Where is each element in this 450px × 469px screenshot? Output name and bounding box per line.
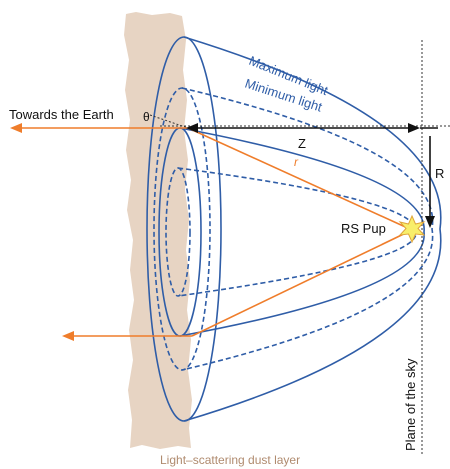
- angle-ray-dotted: [149, 114, 189, 129]
- z-arrow-head-right: [408, 123, 420, 133]
- scatter-ray-lower: [191, 229, 413, 337]
- towards-earth-label: Towards the Earth: [9, 107, 114, 122]
- earth-ray-bottom-arrowhead: [62, 331, 74, 341]
- star-icon: [398, 214, 426, 244]
- max-light-inner-paraboloid: [179, 127, 425, 337]
- R-label: R: [435, 166, 444, 181]
- z-arrow-head-left: [186, 123, 198, 133]
- R-arrow-head: [425, 216, 435, 228]
- z-label: Z: [298, 136, 306, 151]
- max-light-outer-paraboloid: [183, 36, 442, 422]
- r-label: r: [294, 155, 299, 169]
- min-light-outer-paraboloid: [181, 87, 434, 371]
- earth-ray-top-arrowhead: [10, 123, 22, 133]
- plane-of-sky-label: Plane of the sky: [403, 358, 418, 451]
- star-label: RS Pup: [341, 221, 386, 236]
- dust-layer-caption: Light–scattering dust layer: [160, 453, 300, 467]
- theta-label: θ: [143, 110, 150, 124]
- scatter-ray-r: [187, 127, 413, 231]
- dust-layer: [124, 12, 192, 449]
